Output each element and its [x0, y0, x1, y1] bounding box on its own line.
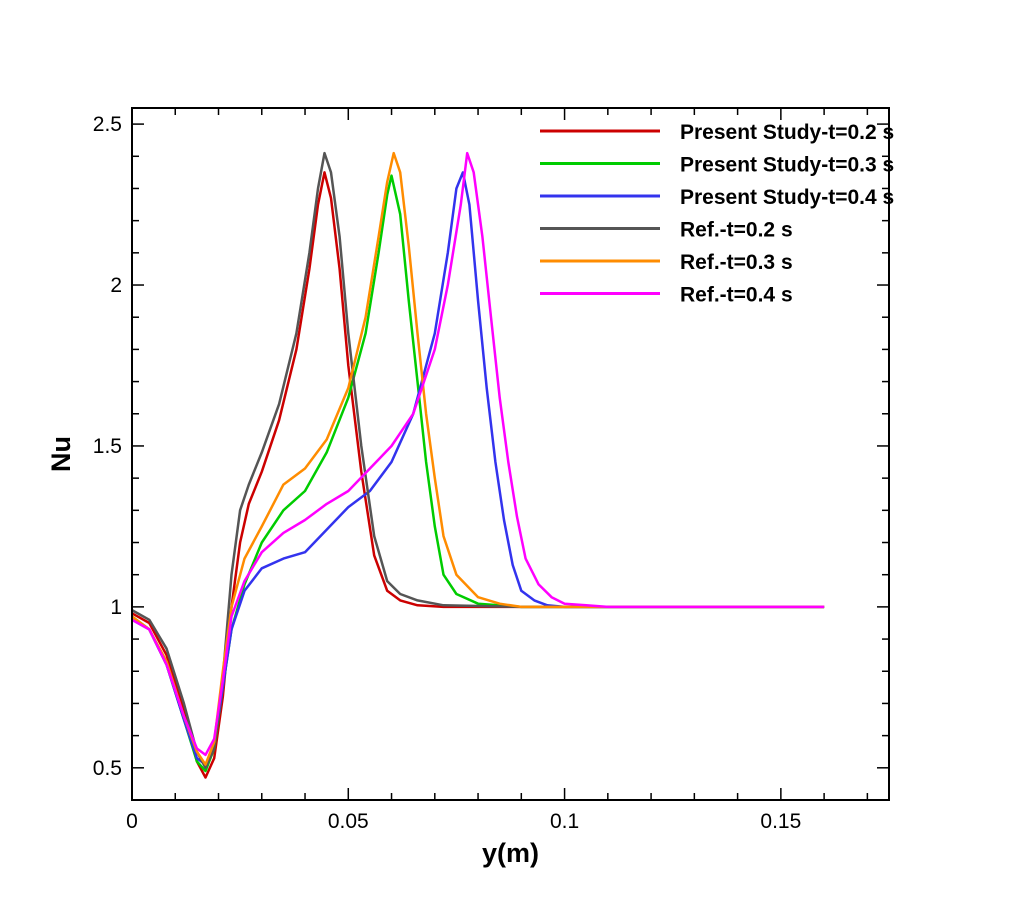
x-tick-label: 0	[126, 810, 138, 833]
y-tick-label: 0.5	[93, 757, 122, 780]
series-layer	[131, 151, 825, 779]
legend-label-4: Ref.-t=0.2 s	[680, 219, 793, 242]
legend-label-1: Present Study-t=0.2 s	[680, 121, 894, 144]
legend-label-2: Present Study-t=0.3 s	[680, 154, 894, 177]
x-axis-title: y(m)	[482, 838, 539, 868]
y-tick-label: 2.5	[93, 113, 122, 136]
series-line-2	[131, 174, 825, 773]
y-axis-title: Nu	[46, 436, 76, 472]
series-line-6	[131, 151, 825, 757]
series-line-4	[131, 151, 825, 770]
y-tick-label: 1.5	[93, 435, 122, 458]
x-tick-label: 0.1	[550, 810, 579, 833]
series-line-1	[131, 171, 825, 779]
legend-label-3: Present Study-t=0.4 s	[680, 186, 894, 209]
x-tick-label: 0.15	[760, 810, 801, 833]
legend: Present Study-t=0.2 s Present Study-t=0.3…	[540, 121, 894, 307]
legend-label-6: Ref.-t=0.4 s	[680, 284, 793, 307]
y-tick-label: 2	[110, 274, 122, 297]
series-line-5	[131, 151, 825, 766]
y-axis: 0.5 1 1.5 2 2.5	[93, 113, 889, 801]
x-axis: 0 0.05 0.1 0.15	[126, 108, 869, 833]
legend-label-5: Ref.-t=0.3 s	[680, 251, 793, 274]
y-tick-label: 1	[110, 596, 122, 619]
plot-frame	[131, 107, 890, 801]
x-tick-label: 0.05	[328, 810, 369, 833]
